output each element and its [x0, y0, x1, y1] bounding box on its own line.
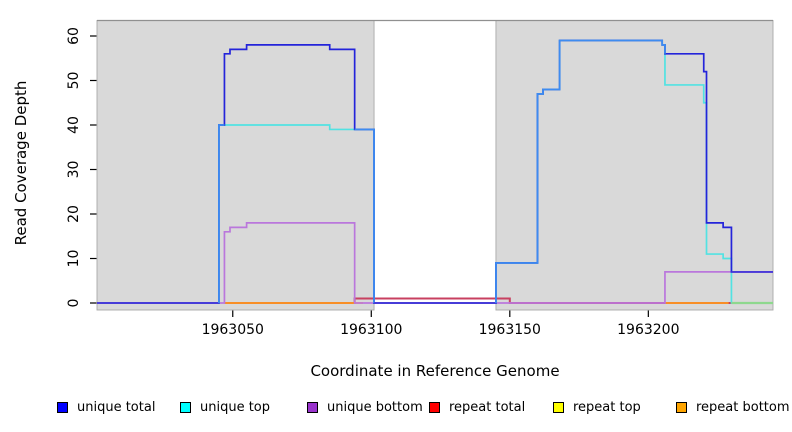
- legend-item-repeat_total: repeat total: [429, 399, 525, 415]
- x-tick-label: 1963050: [202, 322, 264, 338]
- legend-label-repeat_total: repeat total: [449, 399, 526, 415]
- legend-label-unique_total: unique total: [77, 399, 156, 415]
- series-overlap-unique_total: [218, 124, 225, 303]
- y-tick-label: 60: [66, 27, 82, 45]
- y-tick-label: 40: [66, 116, 82, 134]
- y-tick-label: 20: [66, 205, 82, 223]
- x-axis-label: Coordinate in Reference Genome: [310, 362, 560, 380]
- legend-label-repeat_top: repeat top: [573, 399, 641, 415]
- legend-swatch-unique_total: [57, 401, 68, 413]
- repeat-region-band: [495, 20, 774, 311]
- series-overlap-unique_total: [354, 128, 375, 303]
- repeat-region-band: [96, 20, 375, 311]
- legend: unique total unique top unique bottom repea…: [0, 399, 792, 419]
- series-line-unique_bottom: [97, 222, 773, 304]
- legend-swatch-repeat_bottom: [676, 401, 687, 413]
- legend-item-unique_top: unique top: [180, 399, 270, 415]
- legend-item-repeat_bottom: repeat bottom: [676, 399, 790, 415]
- x-tick-label: 1963200: [617, 322, 679, 338]
- legend-item-unique_bottom: unique bottom: [307, 399, 423, 415]
- coverage-plot: 1963050 1963100 1963150 1963200 0 10 20 30 40 50 6…: [66, 19, 774, 338]
- legend-label-unique_bottom: unique bottom: [327, 399, 423, 415]
- series-overlap-unique_total: [495, 39, 666, 303]
- x-tick-label: 1963100: [340, 322, 402, 338]
- legend-swatch-repeat_top: [553, 401, 564, 413]
- y-tick-label: 50: [66, 72, 82, 90]
- y-tick-label: 0: [66, 299, 82, 308]
- legend-label-unique_top: unique top: [200, 399, 271, 415]
- legend-swatch-repeat_total: [429, 401, 440, 413]
- legend-swatch-unique_top: [180, 401, 191, 413]
- legend-item-unique_total: unique total: [57, 399, 155, 415]
- legend-swatch-unique_bottom: [307, 401, 318, 413]
- legend-label-repeat_bottom: repeat bottom: [696, 399, 790, 415]
- y-tick-label: 10: [66, 250, 82, 268]
- legend-item-repeat_top: repeat top: [553, 399, 641, 415]
- x-tick-label: 1963150: [479, 322, 541, 338]
- y-axis-label: Read Coverage Depth: [12, 80, 30, 246]
- y-tick-label: 30: [66, 161, 82, 179]
